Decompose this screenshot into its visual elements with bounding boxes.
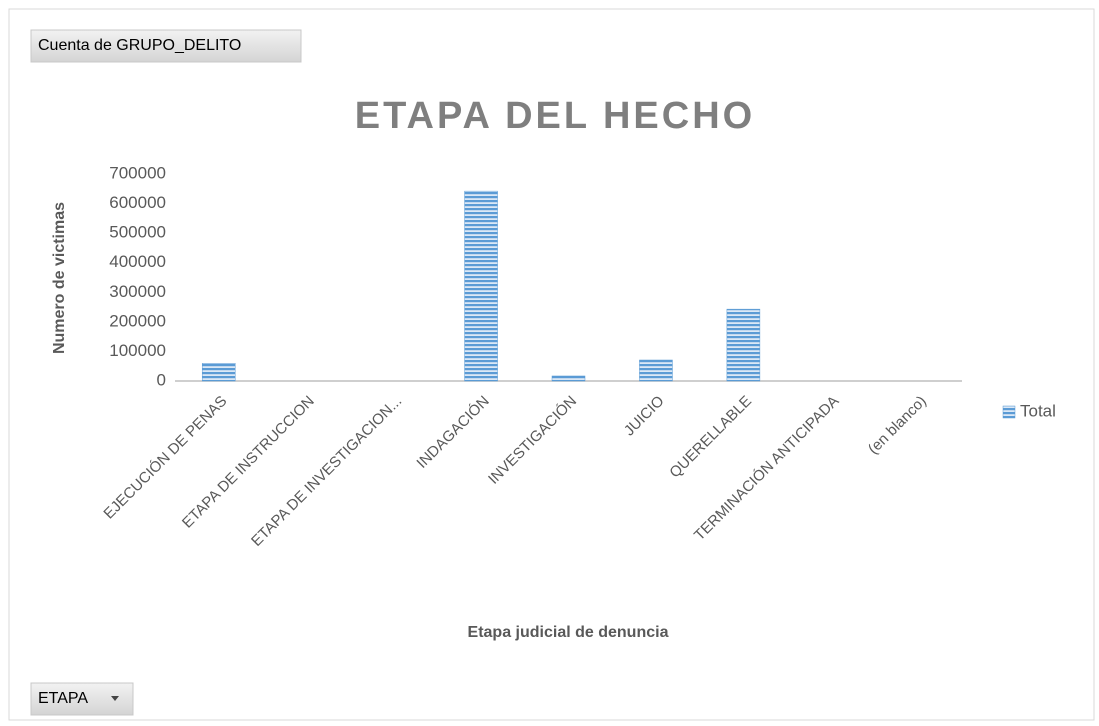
y-axis-title: Numero de victimas [51, 202, 68, 354]
bar [201, 363, 236, 382]
y-tick-label: 0 [157, 370, 166, 389]
chart-border [8, 8, 1095, 721]
bar [726, 308, 761, 382]
bar [551, 375, 586, 382]
legend-swatch [1002, 405, 1016, 419]
dropdown-arrow [111, 696, 119, 701]
chart-title: ETAPA DEL HECHO [355, 95, 755, 137]
y-tick-label: 300000 [109, 282, 166, 301]
bar [464, 190, 498, 382]
value-field-button[interactable] [30, 29, 302, 63]
axis-field-label: ETAPA [38, 690, 88, 707]
y-tick-label: 100000 [109, 341, 166, 360]
x-axis-title: Etapa judicial de denuncia [468, 624, 669, 641]
legend-label: Total [1020, 401, 1056, 420]
y-tick-label: 400000 [109, 252, 166, 271]
y-tick-label: 600000 [109, 193, 166, 212]
value-field-label: Cuenta de GRUPO_DELITO [38, 37, 241, 54]
y-tick-label: 700000 [109, 163, 166, 182]
y-tick-label: 500000 [109, 223, 166, 242]
bar [639, 359, 673, 382]
y-tick-label: 200000 [109, 311, 166, 330]
